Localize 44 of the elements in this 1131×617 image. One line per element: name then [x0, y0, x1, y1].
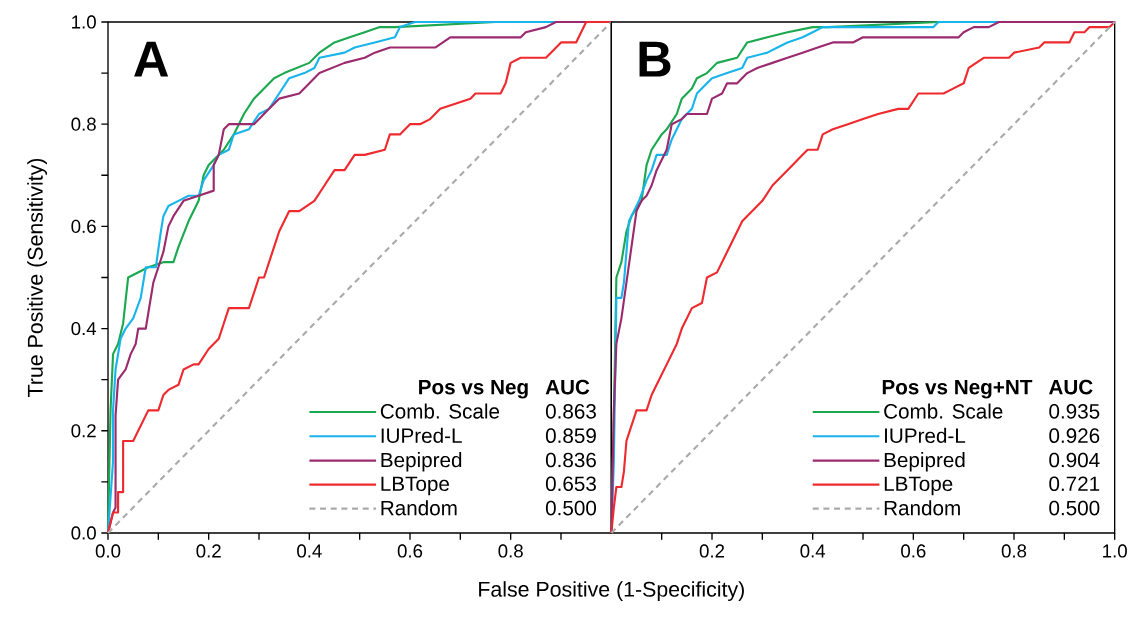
x-tick-label: 0.0 [95, 544, 121, 558]
x-tick-label: 0.6 [901, 544, 926, 558]
annotation: 0.904 [1049, 452, 1100, 468]
y-axis-title: True Positive (Sensitivity) [27, 158, 48, 397]
legend-label: LBTope [884, 476, 953, 496]
annotation: 0.500 [1049, 500, 1100, 516]
legend-label: Comb. Scale [884, 403, 1003, 419]
x-tick-label: 0.8 [1001, 544, 1027, 558]
y-tick-label: 0.2 [71, 424, 96, 438]
x-tick-label: 0.8 [498, 544, 523, 558]
legend-label: Bepipred [381, 452, 462, 472]
y-tick-label: 0.0 [71, 526, 96, 540]
x-tick-label: 0.2 [196, 544, 221, 558]
legend-label: LBTope [381, 476, 449, 496]
x-axis-title: False Positive (1-Specificity) [479, 581, 744, 602]
annotation: 0.863 [545, 404, 596, 419]
x-tick-label: 1.0 [1103, 544, 1127, 558]
annotation: 0.859 [545, 428, 596, 443]
legend-label: Random [381, 500, 457, 516]
annotation: 0.653 [545, 476, 596, 492]
chart-title: B [639, 41, 671, 77]
annotation: 0.836 [545, 452, 596, 468]
annotation: AUC [545, 379, 590, 395]
y-tick-label: 1.0 [72, 15, 96, 29]
legend-label: IUPred-L [885, 427, 966, 443]
annotation: 0.935 [1049, 404, 1100, 419]
legend-label: IUPred-L [381, 427, 462, 443]
y-tick-label: 0.4 [71, 321, 97, 336]
legend-label: Bepipred [884, 452, 965, 472]
y-tick-label: 0.8 [71, 117, 96, 131]
chart-title: A [134, 41, 169, 77]
legend-label: Comb. Scale [380, 403, 500, 419]
x-tick-label: 0.4 [297, 544, 322, 558]
annotation: 0.500 [545, 500, 597, 516]
x-tick-label: 0.4 [800, 544, 826, 558]
x-tick-label: 0.2 [699, 544, 725, 558]
y-tick-label: 0.6 [71, 219, 96, 233]
annotation: 0.926 [1049, 428, 1100, 443]
x-tick-label: 0.6 [397, 544, 423, 558]
legend-label: Random [884, 500, 960, 516]
legend-title: Pos vs Neg+NT [882, 379, 1033, 399]
annotation: 0.721 [1049, 476, 1100, 492]
annotation: AUC [1048, 379, 1093, 395]
legend-title: Pos vs Neg [419, 379, 528, 399]
